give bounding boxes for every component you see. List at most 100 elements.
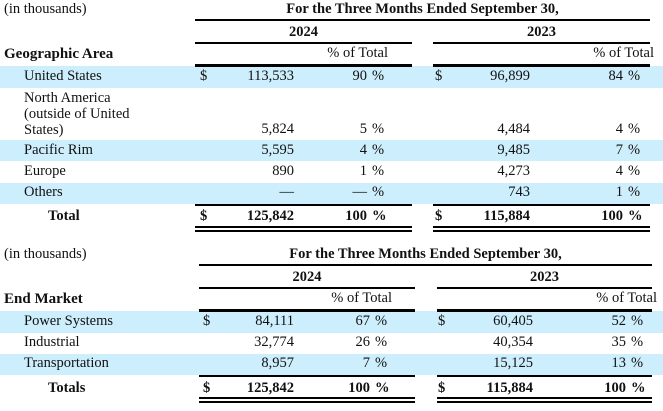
pct-sign: % (372, 184, 385, 200)
subheader-rule-2024 (199, 309, 415, 312)
pct-2023: 35 (611, 334, 627, 350)
value-2024: 5,595 (261, 142, 294, 158)
row-header: Geographic Area (4, 46, 114, 62)
dollar-sign: $ (203, 380, 211, 396)
year-rule-2023 (437, 287, 652, 289)
dollar-sign: $ (435, 68, 443, 84)
period-header: For the Three Months Ended September 30, (286, 1, 559, 17)
total-value-2024: 125,842 (246, 208, 294, 224)
pct-sign: % (628, 142, 641, 158)
year-rule-2024 (199, 287, 415, 289)
units-label: (in thousands) (4, 1, 87, 17)
row-label-line: States) (24, 122, 64, 138)
pct-sign: % (631, 380, 646, 396)
total-label: Totals (48, 380, 86, 396)
value-2024: 113,533 (247, 68, 294, 84)
pct-sign: % (628, 68, 641, 84)
year-header-2023: 2023 (530, 269, 559, 285)
total-value-2023: 115,884 (486, 380, 533, 396)
dollar-sign: $ (203, 313, 211, 329)
row-highlight (0, 183, 663, 204)
value-2023: 40,354 (493, 334, 533, 350)
value-2024: 5,824 (261, 121, 294, 137)
value-2023: 4,273 (497, 163, 530, 179)
total-top-rule-2023 (433, 204, 650, 206)
pct-2024: 90 (352, 68, 368, 84)
row-label: Transportation (24, 355, 109, 371)
pct-sign: % (372, 208, 387, 224)
pct-sign: % (628, 163, 641, 179)
pct-header-2023: % of Total (593, 45, 654, 61)
total-pct-2024: 100 (345, 208, 367, 224)
value-2023: 60,405 (493, 313, 533, 329)
pct-sign: % (628, 184, 641, 200)
dollar-sign: $ (435, 208, 443, 224)
row-header: End Market (4, 291, 83, 307)
row-label: Others (24, 184, 63, 200)
value-2023: 15,125 (493, 355, 533, 371)
period-header: For the Three Months Ended September 30, (289, 246, 562, 262)
value-2024: — (279, 184, 295, 200)
value-2023: 743 (508, 184, 530, 200)
pct-2023: 7 (615, 142, 623, 158)
row-highlight (0, 311, 663, 333)
pct-header-2024: % of Total (327, 45, 388, 61)
value-2024: 8,957 (261, 355, 294, 371)
pct-header-2024: % of Total (331, 290, 392, 306)
row-label-line: North America (24, 90, 111, 106)
pct-sign: % (375, 355, 388, 371)
value-2024: 890 (272, 163, 294, 179)
year-header-2024: 2024 (292, 269, 322, 285)
value-2024: 84,111 (255, 313, 294, 329)
row-highlight (0, 354, 663, 375)
row-highlight (0, 66, 663, 88)
total-pct-2023: 100 (601, 208, 623, 224)
pct-sign: % (375, 334, 388, 350)
pct-sign: % (372, 68, 385, 84)
pct-2023: 84 (608, 68, 624, 84)
pct-2024: 1 (359, 163, 367, 179)
year-header-2024: 2024 (289, 24, 318, 40)
pct-2023: 52 (611, 313, 627, 329)
pct-sign: % (375, 313, 388, 329)
pct-2024: — (352, 184, 368, 200)
row-label: Power Systems (24, 313, 114, 329)
total-value-2024: 125,842 (246, 380, 294, 396)
row-label: Europe (24, 163, 66, 179)
pct-sign: % (375, 380, 390, 396)
units-label: (in thousands) (4, 246, 87, 262)
subheader-rule-2023 (437, 309, 652, 312)
total-double-rule-2023-a (437, 397, 652, 399)
total-double-rule-2024-a (199, 397, 415, 399)
pct-sign: % (372, 142, 385, 158)
dollar-sign: $ (438, 313, 446, 329)
year-header-2023: 2023 (527, 24, 556, 40)
value-2023: 4,484 (497, 121, 530, 137)
dollar-sign: $ (200, 208, 208, 224)
pct-2024: 7 (362, 355, 370, 371)
value-2023: 9,485 (497, 142, 530, 158)
value-2023: 96,899 (490, 68, 530, 84)
subheader-rule-2024 (195, 64, 412, 67)
pct-header-2023: % of Total (596, 290, 657, 306)
total-pct-2023: 100 (604, 380, 626, 396)
pct-sign: % (372, 163, 385, 179)
total-label: Total (48, 208, 80, 224)
pct-2024: 26 (355, 334, 371, 350)
total-double-rule-2023-a (433, 226, 650, 228)
pct-2023: 4 (615, 163, 623, 179)
total-value-2023: 115,884 (483, 208, 530, 224)
row-label: Industrial (24, 334, 80, 350)
value-2024: 32,774 (254, 334, 294, 350)
total-top-rule-2024 (199, 375, 415, 377)
dollar-sign: $ (438, 380, 446, 396)
total-pct-2024: 100 (348, 380, 370, 396)
pct-2023: 13 (611, 355, 627, 371)
pct-2024: 5 (359, 121, 367, 137)
row-highlight (0, 140, 663, 161)
pct-2023: 4 (615, 121, 623, 137)
total-top-rule-2023 (437, 375, 652, 377)
row-label: United States (24, 68, 102, 84)
total-double-rule-2024-b (195, 230, 412, 232)
pct-sign: % (631, 355, 644, 371)
